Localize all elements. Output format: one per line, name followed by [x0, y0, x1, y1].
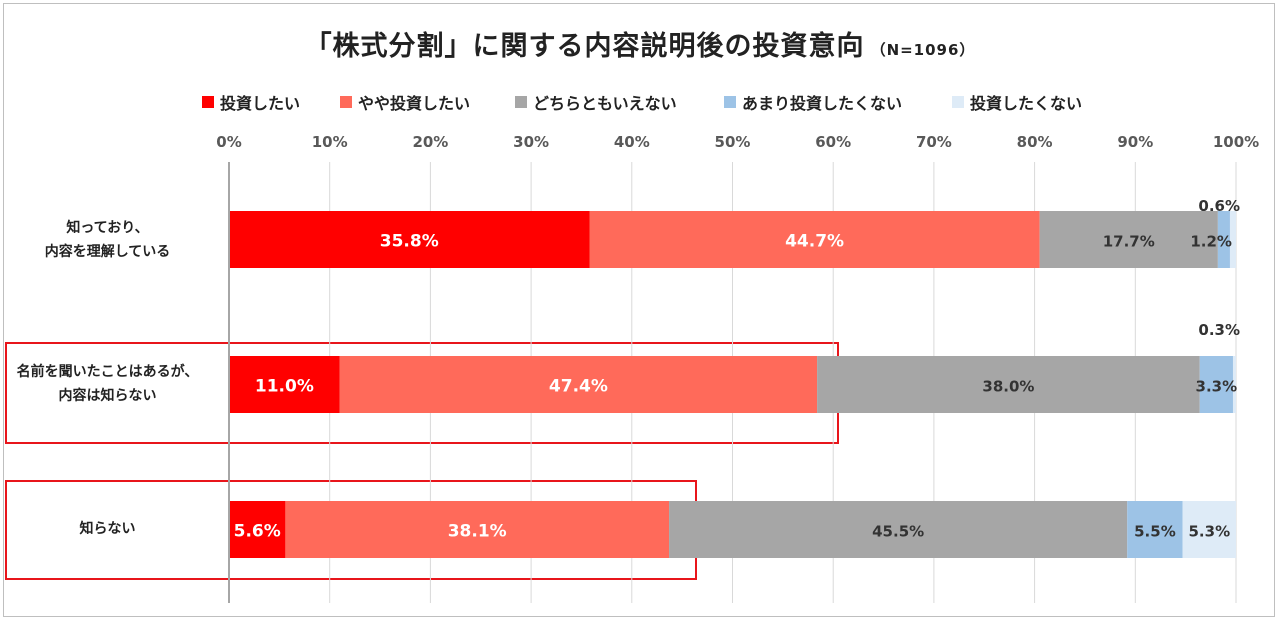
- category-label-2-line-1: 名前を聞いたことはあるが、: [16, 364, 199, 380]
- x-tick-label-7: 70%: [916, 133, 952, 151]
- data-label-c3-s2: 38.1%: [448, 522, 507, 542]
- x-tick-label-6: 60%: [815, 133, 851, 151]
- data-label-c2-s3: 38.0%: [982, 378, 1034, 396]
- legend: 投資したい やや投資したい どちらともいえない あまり投資したくない 投資したく…: [0, 90, 1280, 114]
- bar-c2-s3: [817, 356, 1200, 413]
- legend-label-2: やや投資したい: [358, 94, 471, 113]
- data-label-c2-s2: 47.4%: [549, 377, 608, 397]
- x-tick-label-2: 20%: [412, 133, 448, 151]
- category-label-1-line-1: 知っており、: [66, 220, 149, 236]
- legend-label-1: 投資したい: [220, 94, 301, 113]
- bar-c3-s4: [1127, 501, 1183, 558]
- data-label-c3-s5: 5.3%: [1189, 523, 1231, 541]
- sample-size: （N=1096）: [870, 41, 976, 59]
- bar-c2-s4: [1199, 356, 1233, 413]
- x-tick-label-10: 100%: [1213, 133, 1259, 151]
- legend-label-5: 投資したくない: [970, 94, 1083, 113]
- bar-c3-s5: [1182, 501, 1236, 558]
- legend-item-1: 投資したい: [202, 90, 300, 114]
- legend-item-3: どちらともいえない: [515, 90, 677, 114]
- data-label-c2-s1: 11.0%: [255, 377, 314, 397]
- x-tick-label-5: 50%: [715, 133, 751, 151]
- data-label-c2-s4: 3.3%: [1196, 378, 1238, 396]
- data-label-c1-s2: 44.7%: [785, 232, 844, 252]
- legend-item-4: あまり投資したくない: [724, 90, 902, 114]
- chart-title-text: 「株式分割」に関する内容説明後の投資意向: [304, 31, 865, 62]
- bar-c1-s1: [229, 211, 590, 268]
- category-label-3-line-1: 知らない: [79, 521, 136, 537]
- bar-c1-s2: [589, 211, 1040, 268]
- x-tick-label-3: 30%: [513, 133, 549, 151]
- chart-title: 「株式分割」に関する内容説明後の投資意向 （N=1096）: [0, 24, 1280, 63]
- bar-c2-s2: [339, 356, 818, 413]
- bar-c1-s3: [1039, 211, 1218, 268]
- data-label-c3-s4: 5.5%: [1134, 523, 1176, 541]
- bar-c3-s2: [285, 501, 670, 558]
- category-label-2-line-2: 内容は知らない: [58, 388, 157, 404]
- category-label-3: 知らない: [0, 517, 215, 541]
- bar-c3-s1: [229, 501, 286, 558]
- bar-c3-s3: [669, 501, 1128, 558]
- legend-swatch-4: [724, 96, 736, 108]
- category-label-2: 名前を聞いたことはあるが、 内容は知らない: [0, 360, 215, 408]
- legend-swatch-5: [952, 96, 964, 108]
- bar-c2-s1: [229, 356, 340, 413]
- legend-swatch-2: [340, 96, 352, 108]
- category-label-1: 知っており、 内容を理解している: [0, 216, 215, 264]
- legend-swatch-3: [515, 96, 527, 108]
- x-tick-label-4: 40%: [614, 133, 650, 151]
- legend-label-4: あまり投資したくない: [742, 94, 903, 113]
- x-tick-label-1: 10%: [312, 133, 348, 151]
- legend-item-2: やや投資したい: [340, 90, 470, 114]
- data-label-c1-s5: 0.6%: [1198, 197, 1240, 215]
- legend-item-5: 投資したくない: [952, 90, 1082, 114]
- data-label-c1-s1: 35.8%: [380, 232, 439, 252]
- data-label-c1-s4: 1.2%: [1190, 233, 1232, 251]
- bar-c1-s4: [1217, 211, 1230, 268]
- data-label-c3-s3: 45.5%: [872, 523, 924, 541]
- legend-swatch-1: [202, 96, 214, 108]
- bar-c1-s5: [1229, 211, 1236, 268]
- x-tick-label-8: 80%: [1017, 133, 1053, 151]
- category-label-1-line-2: 内容を理解している: [44, 244, 171, 260]
- chart-frame: [3, 3, 1275, 617]
- data-label-c3-s1: 5.6%: [234, 522, 281, 542]
- data-label-c1-s3: 17.7%: [1103, 233, 1155, 251]
- data-label-c2-s5: 0.3%: [1198, 321, 1240, 339]
- x-tick-label-9: 90%: [1117, 133, 1153, 151]
- bar-c2-s5: [1232, 356, 1236, 413]
- x-tick-label-0: 0%: [216, 133, 241, 151]
- legend-label-3: どちらともいえない: [533, 94, 677, 113]
